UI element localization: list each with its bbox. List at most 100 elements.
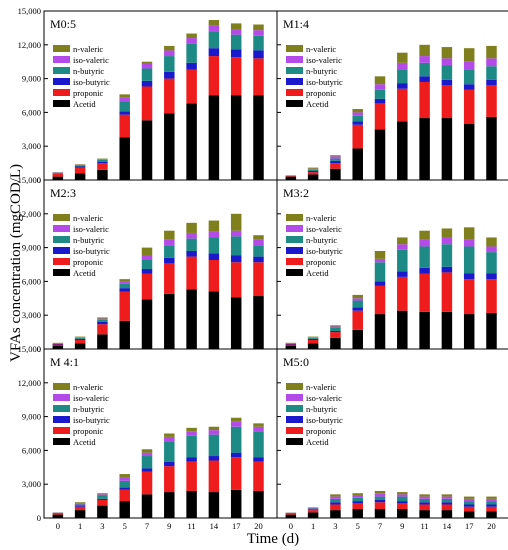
bar-n-valeric-t11: [419, 230, 430, 240]
legend-label-proponic: proponic: [73, 257, 103, 267]
bar-n-butyric-t14: [208, 434, 220, 457]
bar-proponic-t0: [285, 513, 297, 515]
bar-n-butyric-t3: [97, 495, 108, 499]
bar-iso-valeric-t5: [119, 97, 130, 102]
bar-iso-valeric-t1: [307, 168, 319, 170]
y-tick-label: 12,000: [18, 40, 41, 50]
legend-swatch-iso-valeric: [53, 394, 70, 401]
legend-swatch-n-valeric: [286, 45, 303, 52]
bar-n-valeric-t11: [186, 33, 197, 39]
bar-acetid-t11: [419, 510, 430, 518]
bar-n-valeric-t20: [486, 45, 497, 59]
bar-n-valeric-t14: [208, 20, 220, 26]
bar-n-butyric-t20: [486, 252, 497, 274]
bar-n-butyric-t9: [397, 69, 408, 84]
bar-acetid-t7: [374, 314, 386, 349]
bar-iso-valeric-t11: [186, 431, 197, 436]
bar-iso-valeric-t7: [141, 255, 153, 260]
x-tick-label: 3: [333, 521, 337, 531]
bar-acetid-t9: [164, 492, 175, 518]
y-axis-label: VFAs concentration (mgCOD/L): [8, 164, 24, 362]
bar-iso-valeric-t17: [463, 498, 475, 502]
x-tick-label: 17: [232, 521, 241, 531]
bar-iso-valeric-t14: [208, 430, 220, 435]
bar-proponic-t7: [141, 273, 153, 300]
bar-proponic-t5: [352, 124, 363, 149]
bar-n-butyric-t9: [397, 496, 408, 502]
y-tick-label: 15,000: [18, 175, 41, 185]
panel-m1-4: M1:4 n-valericiso-valericn-butyriciso-but…: [276, 10, 508, 181]
bar-acetid-t11: [419, 118, 430, 180]
bar-proponic-t5: [352, 503, 363, 509]
bar-iso-valeric-t5: [352, 112, 363, 116]
bar-n-butyric-t14: [208, 237, 220, 254]
y-tick-label: 0: [37, 344, 41, 354]
bar-proponic-t20: [253, 262, 264, 297]
bar-n-valeric-t20: [253, 423, 264, 427]
bar-n-butyric-t17: [230, 426, 242, 453]
bar-proponic-t14: [208, 56, 220, 96]
bar-iso-butyric-t20: [253, 256, 264, 263]
bar-n-valeric-t1: [307, 336, 319, 338]
bar-acetid-t20: [486, 312, 497, 349]
panel-title: M5:0: [283, 355, 309, 369]
bar-iso-butyric-t9: [164, 461, 175, 467]
legend-label-acetid: Acetid: [73, 437, 96, 447]
bar-n-valeric-t9: [397, 237, 408, 245]
bar-n-butyric-t14: [208, 31, 220, 49]
bar-n-butyric-t7: [374, 262, 386, 282]
bar-iso-valeric-t7: [374, 493, 386, 497]
bar-iso-butyric-t14: [208, 253, 220, 260]
bar-iso-valeric-t5: [119, 477, 130, 481]
bar-iso-butyric-t7: [374, 499, 386, 503]
legend-label-acetid: Acetid: [73, 99, 96, 109]
bar-n-valeric-t17: [230, 213, 242, 231]
panel-title: M 4:1: [50, 355, 79, 369]
bar-n-butyric-t5: [119, 101, 130, 112]
bar-proponic-t14: [208, 460, 220, 493]
bar-proponic-t11: [419, 504, 430, 511]
bar-acetid-t11: [186, 289, 197, 349]
legend-swatch-proponic: [53, 89, 70, 96]
bar-proponic-t7: [141, 471, 153, 495]
bar-iso-valeric-t3: [97, 494, 108, 496]
bar-n-butyric-t7: [141, 68, 153, 81]
bar-iso-valeric-t11: [419, 496, 430, 499]
bar-proponic-t9: [397, 503, 408, 509]
bar-proponic-t11: [186, 461, 197, 491]
bar-n-valeric-t20: [486, 237, 497, 247]
bar-acetid-t20: [253, 490, 264, 518]
bar-iso-butyric-t1: [307, 509, 319, 511]
bar-proponic-t5: [119, 489, 130, 502]
bar-proponic-t0: [52, 513, 64, 515]
bar-acetid-t7: [141, 120, 153, 180]
bar-n-valeric-t1: [307, 507, 319, 508]
bar-n-valeric-t9: [164, 230, 175, 240]
bar-iso-valeric-t1: [74, 164, 86, 166]
bar-n-butyric-t20: [486, 501, 497, 505]
legend-swatch-iso-butyric: [286, 78, 303, 85]
x-tick-label: 3: [100, 521, 104, 531]
bar-n-butyric-t1: [307, 337, 319, 339]
bar-n-butyric-t3: [330, 498, 341, 503]
bar-iso-butyric-t11: [186, 250, 197, 257]
bar-proponic-t14: [441, 85, 453, 119]
bar-iso-valeric-t5: [119, 281, 130, 284]
bar-n-butyric-t9: [164, 56, 175, 72]
legend-label-iso-valeric: iso-valeric: [73, 224, 109, 234]
bar-acetid-t5: [352, 508, 363, 518]
bar-proponic-t17: [463, 506, 475, 512]
bar-iso-butyric-t11: [419, 502, 430, 505]
bar-iso-butyric-t7: [141, 269, 153, 274]
bar-iso-butyric-t9: [397, 501, 408, 504]
bar-proponic-t11: [419, 273, 430, 312]
bar-acetid-t1: [74, 173, 86, 180]
bar-n-valeric-t9: [397, 492, 408, 495]
bar-iso-valeric-t20: [253, 30, 264, 36]
bar-n-valeric-t11: [419, 494, 430, 497]
legend-swatch-n-butyric: [53, 236, 70, 243]
bar-n-valeric-t5: [352, 109, 363, 113]
bar-proponic-t9: [164, 78, 175, 114]
bar-proponic-t11: [186, 69, 197, 104]
